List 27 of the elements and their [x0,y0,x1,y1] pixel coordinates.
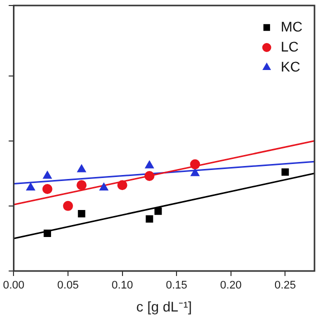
legend-label: KC [280,58,300,74]
point [42,184,52,194]
point [117,180,128,190]
x-tick-label: 0.10 [112,280,134,292]
point [76,180,87,190]
point [144,170,154,181]
point [190,168,200,176]
point [146,215,154,223]
x-tick-label: 0.20 [220,280,242,292]
point [282,168,289,176]
x-tick-label: 0.25 [274,280,296,292]
x-tick-label: 0.15 [166,280,188,292]
point [78,210,86,218]
point [77,164,86,172]
point [190,159,200,170]
point [145,160,154,168]
x-tick-label: 0.05 [57,280,79,292]
x-axis-title: c [g dL⁻¹] [136,298,192,314]
legend-label: LC [280,38,299,54]
x-tick-label: 0.00 [2,280,24,292]
point [99,182,108,190]
point [42,170,52,179]
point [26,182,36,190]
point [154,207,162,215]
point [44,230,52,237]
point [63,200,73,211]
legend-label: MC [280,18,303,34]
